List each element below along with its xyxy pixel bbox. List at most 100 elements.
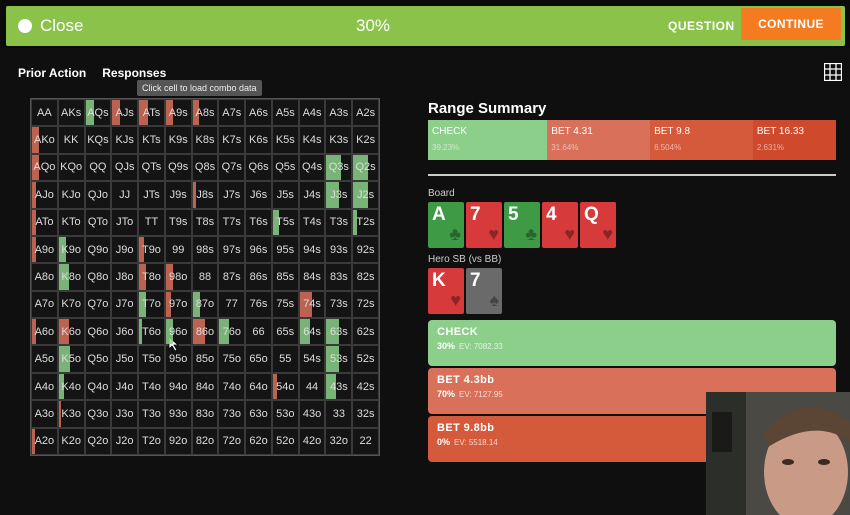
- hand-cell-J6o[interactable]: J6o: [111, 318, 139, 346]
- hand-cell-Q4o[interactable]: Q4o: [84, 372, 112, 401]
- hand-cell-K5o[interactable]: K5o: [57, 345, 85, 373]
- grid-view-icon[interactable]: [824, 63, 842, 81]
- hand-cell-QTo[interactable]: QTo: [84, 208, 112, 236]
- hand-cell-98o[interactable]: 98o: [164, 263, 192, 291]
- hand-cell-83s[interactable]: 83s: [325, 263, 353, 291]
- hand-cell-KJs[interactable]: KJs: [111, 126, 139, 154]
- hand-cell-76s[interactable]: 76s: [245, 290, 272, 319]
- hand-cell-K3s[interactable]: K3s: [325, 126, 353, 154]
- hand-cell-KK[interactable]: KK: [57, 126, 85, 154]
- hand-cell-74o[interactable]: 74o: [218, 372, 246, 401]
- hand-cell-AQo[interactable]: AQo: [31, 153, 58, 182]
- hand-cell-K8o[interactable]: K8o: [57, 263, 85, 291]
- hand-cell-A2o[interactable]: A2o: [31, 427, 58, 455]
- hand-cell-T7o[interactable]: T7o: [138, 290, 165, 319]
- hand-cell-94o[interactable]: 94o: [164, 372, 192, 401]
- hand-cell-J9s[interactable]: J9s: [164, 181, 192, 209]
- hand-cell-A4s[interactable]: A4s: [298, 99, 326, 127]
- hand-cell-Q4s[interactable]: Q4s: [298, 153, 326, 182]
- hand-cell-85o[interactable]: 85o: [191, 345, 219, 373]
- hand-cell-A8o[interactable]: A8o: [31, 263, 58, 291]
- hand-cell-A5o[interactable]: A5o: [31, 345, 58, 373]
- hand-cell-84s[interactable]: 84s: [298, 263, 326, 291]
- hand-cell-QJs[interactable]: QJs: [111, 153, 139, 182]
- hand-cell-43s[interactable]: 43s: [325, 372, 353, 401]
- hand-cell-KTs[interactable]: KTs: [138, 126, 165, 154]
- hand-cell-A7o[interactable]: A7o: [31, 290, 58, 319]
- hand-cell-92o[interactable]: 92o: [164, 427, 192, 455]
- hand-cell-93s[interactable]: 93s: [325, 235, 353, 264]
- hand-cell-Q2o[interactable]: Q2o: [84, 427, 112, 455]
- hand-cell-T9s[interactable]: T9s: [164, 208, 192, 236]
- hand-cell-84o[interactable]: 84o: [191, 372, 219, 401]
- hand-cell-T3o[interactable]: T3o: [138, 400, 165, 428]
- hand-cell-J6s[interactable]: J6s: [245, 181, 272, 209]
- hand-cell-K9s[interactable]: K9s: [164, 126, 192, 154]
- hand-cell-82o[interactable]: 82o: [191, 427, 219, 455]
- hand-cell-T9o[interactable]: T9o: [138, 235, 165, 264]
- tab-prior-action[interactable]: Prior Action: [18, 66, 87, 80]
- hand-cell-82s[interactable]: 82s: [352, 263, 379, 291]
- hand-cell-A6o[interactable]: A6o: [31, 318, 58, 346]
- hand-cell-96s[interactable]: 96s: [245, 235, 272, 264]
- hand-cell-T6o[interactable]: T6o: [138, 318, 165, 346]
- hand-cell-J5o[interactable]: J5o: [111, 345, 139, 373]
- hand-cell-T3s[interactable]: T3s: [325, 208, 353, 236]
- hand-cell-T6s[interactable]: T6s: [245, 208, 272, 236]
- hand-cell-Q7s[interactable]: Q7s: [218, 153, 246, 182]
- hand-cell-J2o[interactable]: J2o: [111, 427, 139, 455]
- hand-cell-A5s[interactable]: A5s: [271, 99, 299, 127]
- hand-cell-K7o[interactable]: K7o: [57, 290, 85, 319]
- hand-cell-75o[interactable]: 75o: [218, 345, 246, 373]
- continue-button[interactable]: CONTINUE: [741, 8, 841, 40]
- hand-cell-64s[interactable]: 64s: [298, 318, 326, 346]
- hand-cell-A9s[interactable]: A9s: [164, 99, 192, 127]
- hand-cell-A7s[interactable]: A7s: [218, 99, 246, 127]
- hand-cell-64o[interactable]: 64o: [245, 372, 272, 401]
- hand-cell-J8o[interactable]: J8o: [111, 263, 139, 291]
- hand-cell-QJo[interactable]: QJo: [84, 181, 112, 209]
- hand-cell-T4o[interactable]: T4o: [138, 372, 165, 401]
- hand-cell-65s[interactable]: 65s: [271, 318, 299, 346]
- hand-cell-53s[interactable]: 53s: [325, 345, 353, 373]
- hand-cell-KTo[interactable]: KTo: [57, 208, 85, 236]
- hand-cell-ATo[interactable]: ATo: [31, 208, 58, 236]
- hand-cell-76o[interactable]: 76o: [218, 318, 246, 346]
- hand-cell-65o[interactable]: 65o: [245, 345, 272, 373]
- hand-cell-42o[interactable]: 42o: [298, 427, 326, 455]
- hand-cell-K7s[interactable]: K7s: [218, 126, 246, 154]
- hand-cell-AJs[interactable]: AJs: [111, 99, 139, 127]
- hand-cell-A9o[interactable]: A9o: [31, 235, 58, 264]
- hand-cell-72o[interactable]: 72o: [218, 427, 246, 455]
- hand-cell-JTo[interactable]: JTo: [111, 208, 139, 236]
- hand-cell-96o[interactable]: 96o: [164, 318, 192, 346]
- tab-responses[interactable]: Responses: [102, 66, 167, 80]
- hand-cell-AKo[interactable]: AKo: [31, 126, 58, 154]
- hand-cell-77[interactable]: 77: [218, 290, 246, 319]
- hand-cell-A3o[interactable]: A3o: [31, 400, 58, 428]
- hand-cell-AJo[interactable]: AJo: [31, 181, 58, 209]
- hand-cell-32o[interactable]: 32o: [325, 427, 353, 455]
- hand-cell-K5s[interactable]: K5s: [271, 126, 299, 154]
- hand-cell-Q5o[interactable]: Q5o: [84, 345, 112, 373]
- hand-cell-74s[interactable]: 74s: [298, 290, 326, 319]
- hand-cell-54o[interactable]: 54o: [271, 372, 299, 401]
- hand-cell-A4o[interactable]: A4o: [31, 372, 58, 401]
- hand-cell-J7o[interactable]: J7o: [111, 290, 139, 319]
- hand-cell-TT[interactable]: TT: [138, 208, 165, 236]
- hand-cell-KQs[interactable]: KQs: [84, 126, 112, 154]
- hand-cell-KJo[interactable]: KJo: [57, 181, 85, 209]
- hand-cell-T7s[interactable]: T7s: [218, 208, 246, 236]
- hand-cell-87o[interactable]: 87o: [191, 290, 219, 319]
- hand-cell-Q9o[interactable]: Q9o: [84, 235, 112, 264]
- hand-cell-98s[interactable]: 98s: [191, 235, 219, 264]
- hand-cell-J9o[interactable]: J9o: [111, 235, 139, 264]
- hand-cell-QQ[interactable]: QQ: [84, 153, 112, 182]
- hand-cell-87s[interactable]: 87s: [218, 263, 246, 291]
- question-button[interactable]: QUESTION: [668, 19, 735, 33]
- hand-cell-K6o[interactable]: K6o: [57, 318, 85, 346]
- hand-cell-66[interactable]: 66: [245, 318, 272, 346]
- hand-cell-83o[interactable]: 83o: [191, 400, 219, 428]
- hand-cell-JTs[interactable]: JTs: [138, 181, 165, 209]
- hand-cell-63o[interactable]: 63o: [245, 400, 272, 428]
